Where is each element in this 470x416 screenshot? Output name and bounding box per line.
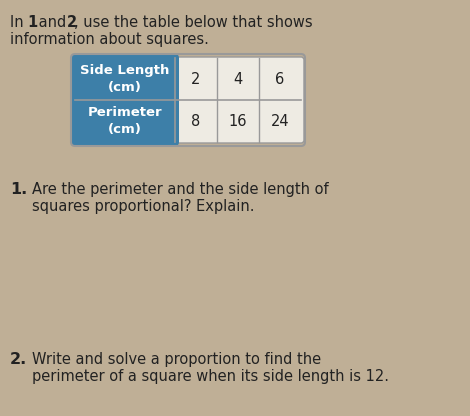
- Text: 8: 8: [191, 114, 201, 129]
- Text: 2: 2: [67, 15, 77, 30]
- Text: and: and: [34, 15, 71, 30]
- Text: 6: 6: [275, 72, 285, 87]
- Text: Write and solve a proportion to find the: Write and solve a proportion to find the: [32, 352, 321, 367]
- Text: 1: 1: [27, 15, 37, 30]
- Text: 1.: 1.: [10, 182, 27, 197]
- Text: Perimeter
(cm): Perimeter (cm): [88, 106, 162, 136]
- Text: Are the perimeter and the side length of: Are the perimeter and the side length of: [32, 182, 329, 197]
- Text: Side Length
(cm): Side Length (cm): [80, 64, 170, 94]
- Text: perimeter of a square when its side length is 12.: perimeter of a square when its side leng…: [32, 369, 389, 384]
- Text: information about squares.: information about squares.: [10, 32, 209, 47]
- Text: 2.: 2.: [10, 352, 27, 367]
- FancyBboxPatch shape: [170, 57, 304, 143]
- FancyBboxPatch shape: [71, 54, 179, 104]
- Text: 24: 24: [271, 114, 290, 129]
- Text: 2: 2: [191, 72, 201, 87]
- Text: , use the table below that shows: , use the table below that shows: [74, 15, 313, 30]
- Text: 16: 16: [229, 114, 247, 129]
- Text: 4: 4: [234, 72, 243, 87]
- Text: In: In: [10, 15, 28, 30]
- Text: squares proportional? Explain.: squares proportional? Explain.: [32, 199, 254, 214]
- FancyBboxPatch shape: [71, 96, 179, 146]
